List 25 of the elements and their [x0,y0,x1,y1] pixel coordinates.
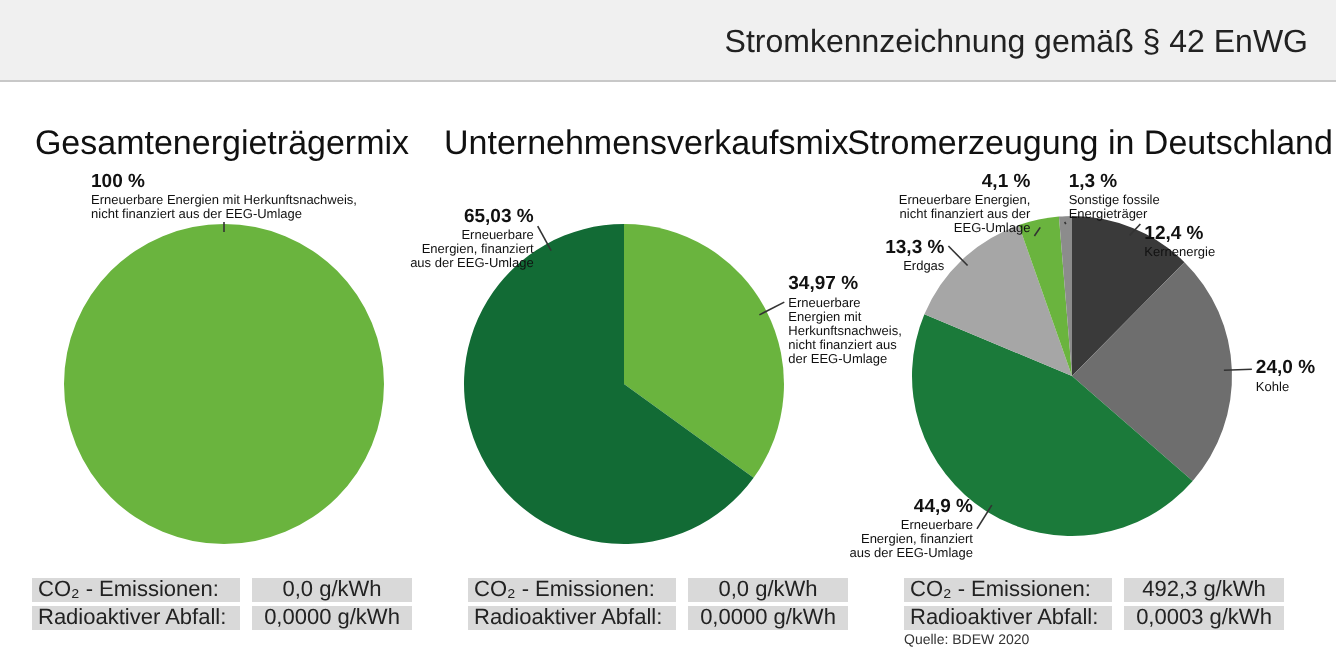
data-label: 44,9 % [913,495,975,518]
text: 0,0003 g/kWh [1124,606,1284,630]
text: CO₂ - Emissionen: [468,578,676,602]
data-label: 65,03 % [463,205,535,228]
data-label: 4,1 % [981,170,1032,193]
data-label: 1,3 % [1068,170,1119,193]
text: Radioaktiver Abfall: [904,606,1112,630]
text: Stromkennzeichnung gemäß § 42 EnWG [724,26,1308,62]
text: 0,0000 g/kWh [252,606,412,630]
text: 0,0000 g/kWh [688,606,848,630]
data-label: 34,97 % [788,273,860,296]
data-label: 100 % [91,170,147,193]
data-label: 12,4 % [1144,222,1205,245]
text: 492,3 g/kWh [1124,578,1284,602]
text: Radioaktiver Abfall: [32,606,240,630]
data-label: 24,0 % [1255,357,1317,380]
chart-title: Unternehmensverkaufsmix [444,124,849,164]
data-label: 13,3 % [885,236,946,259]
text: CO₂ - Emissionen: [904,578,1112,602]
text: CO₂ - Emissionen: [32,578,240,602]
text: Radioaktiver Abfall: [468,606,676,630]
text: 0,0 g/kWh [252,578,412,602]
chart-title: Gesamtenergieträgermix [32,124,412,164]
text: 0,0 g/kWh [688,578,848,602]
chart-title: Stromerzeugung in Deutschland [847,124,1335,164]
